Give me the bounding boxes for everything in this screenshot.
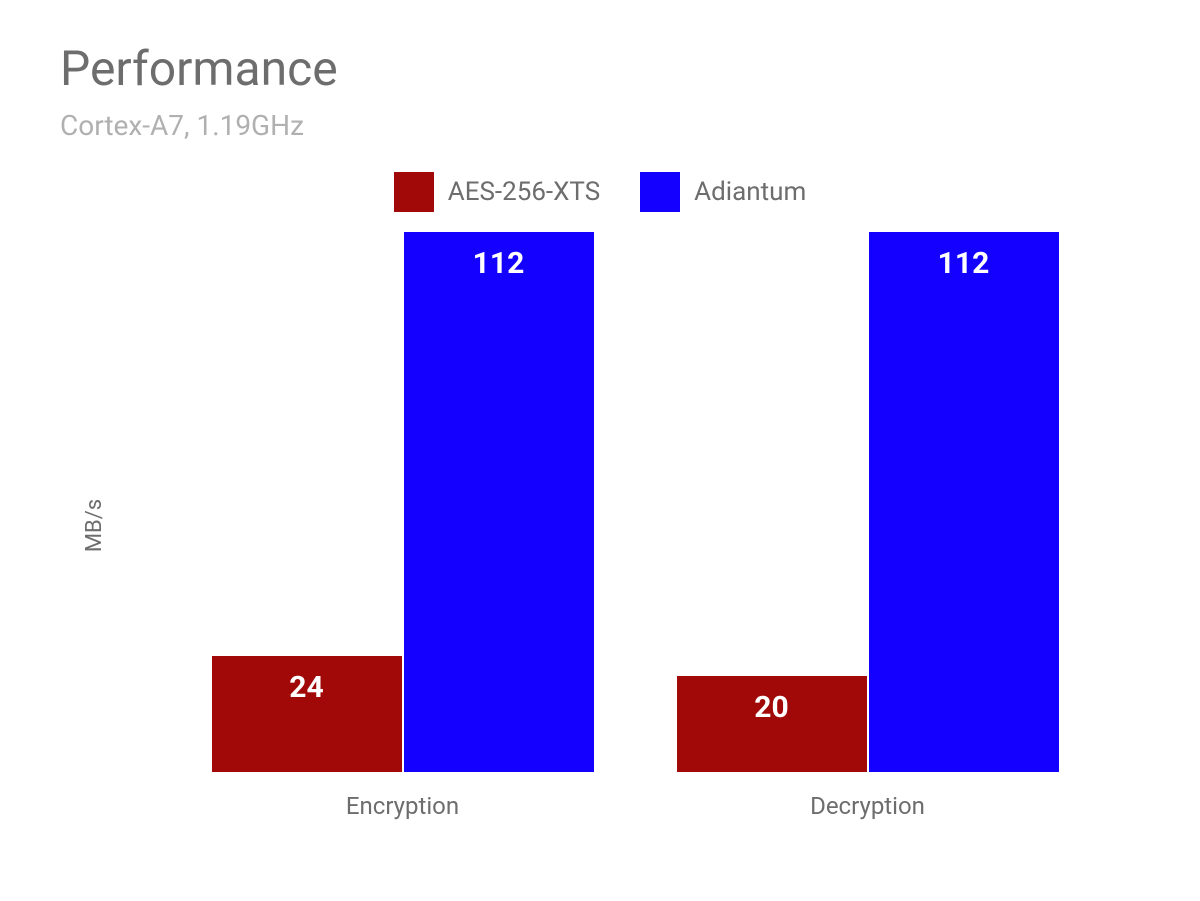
bar-decryption-adiantum: 112 (869, 232, 1059, 772)
bar-group-decryption: 20 112 Decryption (677, 232, 1059, 820)
bar-encryption-aes: 24 (212, 656, 402, 772)
legend-label-adiantum: Adiantum (694, 177, 806, 207)
chart-area: MB/s 24 112 Encryption 20 112 (60, 230, 1140, 820)
chart-plot: 24 112 Encryption 20 112 Decryption (130, 230, 1140, 820)
bar-value-decryption-adiantum: 112 (938, 246, 990, 281)
y-axis-label: MB/s (82, 498, 107, 551)
chart-title: Performance (60, 40, 1140, 97)
bars-decryption: 20 112 (677, 232, 1059, 772)
legend-swatch-adiantum (640, 172, 680, 212)
bar-value-decryption-aes: 20 (754, 690, 788, 725)
category-label-encryption: Encryption (346, 792, 459, 820)
y-axis: MB/s (60, 230, 130, 820)
bar-value-encryption-adiantum: 112 (473, 246, 525, 281)
chart-legend: AES-256-XTS Adiantum (60, 172, 1140, 212)
bar-encryption-adiantum: 112 (404, 232, 594, 772)
bar-value-encryption-aes: 24 (289, 670, 323, 705)
bars-encryption: 24 112 (212, 232, 594, 772)
chart-subtitle: Cortex-A7, 1.19GHz (60, 109, 1140, 142)
legend-swatch-aes (394, 172, 434, 212)
legend-item-aes: AES-256-XTS (394, 172, 600, 212)
legend-label-aes: AES-256-XTS (448, 177, 600, 207)
bar-group-encryption: 24 112 Encryption (212, 232, 594, 820)
category-label-decryption: Decryption (810, 792, 925, 820)
legend-item-adiantum: Adiantum (640, 172, 806, 212)
bar-decryption-aes: 20 (677, 676, 867, 772)
